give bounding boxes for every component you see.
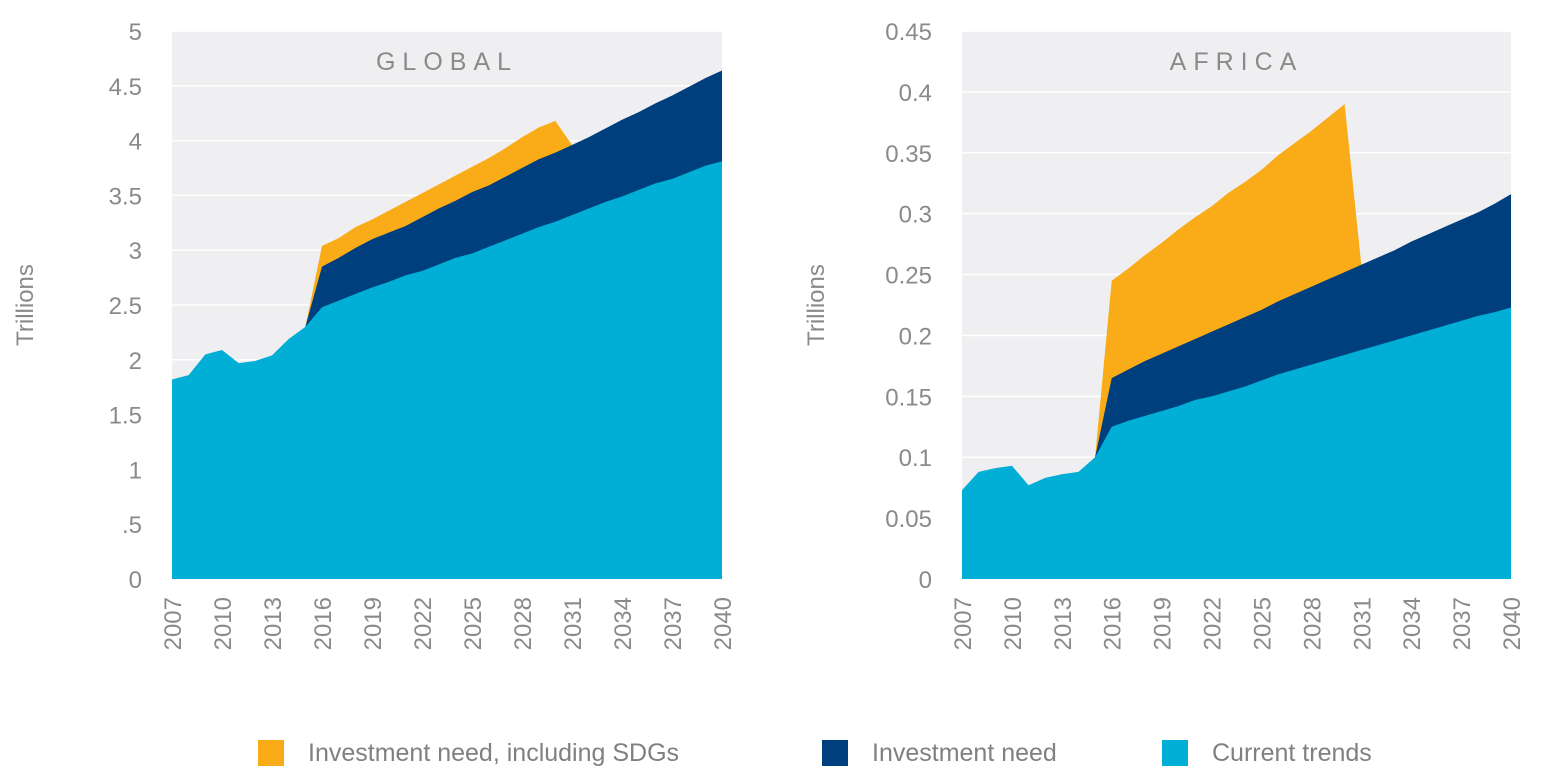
legend-item-sdg-investment: Investment need, including SDGs xyxy=(258,738,679,768)
legend-item-investment-need: Investment need xyxy=(822,738,1057,768)
x-tick-label: 2028 xyxy=(510,597,537,650)
y-tick-label: 0 xyxy=(129,567,142,594)
chart-title: AFRICA xyxy=(1170,48,1304,76)
x-tick-label: 2037 xyxy=(1449,597,1476,650)
legend-swatch-current-trends xyxy=(1162,740,1188,766)
x-tick-label: 2034 xyxy=(610,597,637,650)
x-tick-label: 2034 xyxy=(1399,597,1426,650)
y-tick-label: 0.3 xyxy=(899,202,932,229)
y-tick-label: 0.35 xyxy=(885,141,932,168)
chart-title: GLOBAL xyxy=(376,48,518,76)
legend-label-sdg-investment: Investment need, including SDGs xyxy=(308,738,680,767)
x-tick-label: 2007 xyxy=(160,597,187,650)
x-tick-label: 2010 xyxy=(1000,597,1027,650)
y-axis-label: Trillions xyxy=(12,264,39,346)
y-tick-label: 1 xyxy=(129,457,142,484)
y-tick-label: 5 xyxy=(129,19,142,46)
y-tick-label: 4.5 xyxy=(109,74,142,101)
x-tick-label: 2028 xyxy=(1299,597,1326,650)
y-tick-label: 4 xyxy=(129,129,142,156)
y-tick-label: 0.2 xyxy=(899,323,932,350)
legend-swatch-investment-need xyxy=(822,740,848,766)
x-tick-label: 2019 xyxy=(360,597,387,650)
y-tick-label: 1.5 xyxy=(109,403,142,430)
area-current-trends xyxy=(962,307,1511,579)
x-tick-label: 2040 xyxy=(710,597,737,650)
legend: Investment need, including SDGs Investme… xyxy=(0,728,1545,778)
y-tick-label: .5 xyxy=(122,512,142,539)
x-tick-label: 2019 xyxy=(1150,597,1177,650)
legend-swatch-sdg-investment xyxy=(258,740,284,766)
x-tick-label: 2031 xyxy=(560,597,587,650)
x-tick-label: 2025 xyxy=(1249,597,1276,650)
y-tick-label: 0 xyxy=(919,567,932,594)
area-current-trends xyxy=(172,161,722,580)
y-tick-label: 0.1 xyxy=(899,445,932,472)
y-tick-label: 3 xyxy=(129,238,142,265)
charts-canvas: GLOBAL 0 .5 1 1.5 2 2.5 3 3.5 4 4.5 5 2007 2010 2013 20… xyxy=(12,19,1526,650)
x-tick-label: 2025 xyxy=(460,597,487,650)
x-tick-label: 2040 xyxy=(1499,597,1526,650)
y-tick-label: 0.4 xyxy=(899,80,932,107)
y-tick-label: 0.15 xyxy=(885,384,932,411)
x-tick-label: 2022 xyxy=(1200,597,1227,650)
x-tick-label: 2007 xyxy=(950,597,977,650)
chart-africa: AFRICA 0 0.05 0.1 0.15 0.2 0.25 0.3 0.35 0.4 0.45 2… xyxy=(803,19,1526,650)
legend-item-current-trends: Current trends xyxy=(1162,738,1372,768)
legend-label-investment-need: Investment need xyxy=(872,738,1057,767)
x-tick-label: 2010 xyxy=(210,597,237,650)
x-tick-label: 2013 xyxy=(1050,597,1077,650)
x-tick-label: 2031 xyxy=(1349,597,1376,650)
x-tick-label: 2037 xyxy=(660,597,687,650)
y-tick-label: 3.5 xyxy=(109,183,142,210)
x-tick-label: 2016 xyxy=(1100,597,1127,650)
x-tick-label: 2022 xyxy=(410,597,437,650)
x-tick-label: 2016 xyxy=(310,597,337,650)
y-axis-label: Trillions xyxy=(803,264,830,346)
y-tick-label: 0.25 xyxy=(885,263,932,290)
y-tick-label: 0.05 xyxy=(885,506,932,533)
x-tick-label: 2013 xyxy=(260,597,287,650)
legend-label-current-trends: Current trends xyxy=(1212,738,1372,767)
chart-global: GLOBAL 0 .5 1 1.5 2 2.5 3 3.5 4 4.5 5 2007 2010 2013 20… xyxy=(12,19,737,650)
y-tick-label: 0.45 xyxy=(885,19,932,46)
y-tick-label: 2 xyxy=(129,348,142,375)
y-tick-label: 2.5 xyxy=(109,293,142,320)
